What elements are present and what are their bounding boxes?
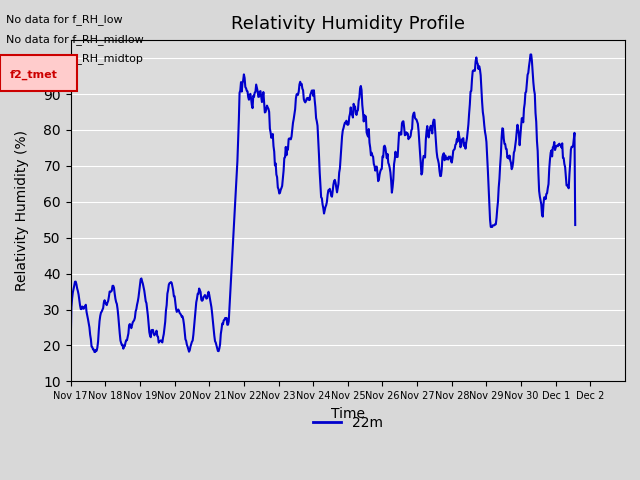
Text: No data for f_RH_midlow: No data for f_RH_midlow xyxy=(6,34,144,45)
Title: Relativity Humidity Profile: Relativity Humidity Profile xyxy=(231,15,465,33)
Y-axis label: Relativity Humidity (%): Relativity Humidity (%) xyxy=(15,130,29,291)
Text: No data for f_RH_low: No data for f_RH_low xyxy=(6,14,123,25)
Text: f2_tmet: f2_tmet xyxy=(10,69,58,80)
Legend: 22m: 22m xyxy=(307,411,388,436)
X-axis label: Time: Time xyxy=(331,407,365,420)
Text: No data for f_RH_midtop: No data for f_RH_midtop xyxy=(6,53,143,64)
